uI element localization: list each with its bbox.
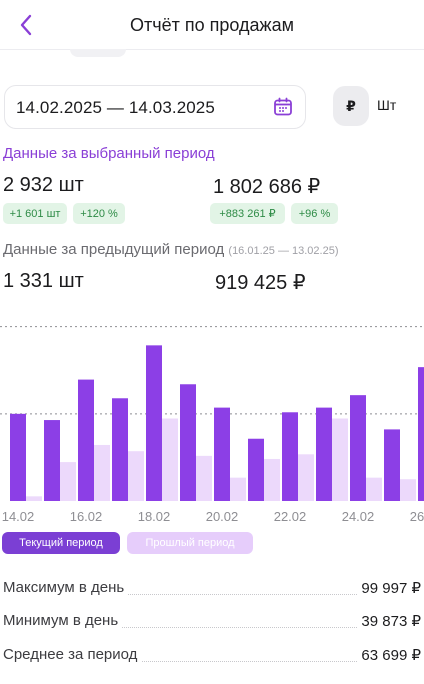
top-bar: Отчёт по продажам xyxy=(0,0,424,50)
chart-bar-current xyxy=(282,412,298,501)
chart-bar-current xyxy=(146,345,162,501)
chart-bar-current xyxy=(316,407,332,501)
chart-bar-previous xyxy=(332,418,348,501)
chart-bar-current xyxy=(214,407,230,501)
date-range-field[interactable]: 14.02.2025 — 14.03.2025 xyxy=(4,85,306,129)
chart-bar-current xyxy=(384,429,400,501)
stat-value: 99 997 ₽ xyxy=(357,579,421,597)
date-range-value: 14.02.2025 — 14.03.2025 xyxy=(16,98,215,117)
chart-bar-previous xyxy=(230,477,246,501)
chart-tick-label: 24.02 xyxy=(342,509,375,524)
chart-bar-previous xyxy=(128,451,144,501)
stat-label: Максимум в день xyxy=(3,579,129,596)
chart-bar-previous xyxy=(162,418,178,501)
chart-bar-previous xyxy=(366,477,382,501)
chart-bar-previous xyxy=(60,462,76,501)
legend-previous-period[interactable]: Прошлый период xyxy=(127,532,253,554)
pcs-toggle-button[interactable]: Шт xyxy=(377,97,397,113)
amount-delta-pct-badge: +96 % xyxy=(291,203,338,224)
chart-bar-previous xyxy=(298,454,314,501)
chart-bar-current xyxy=(418,367,424,501)
chart-bar-previous xyxy=(26,496,42,501)
page-title: Отчёт по продажам xyxy=(130,15,294,35)
previous-period-range: (16.01.25 — 13.02.25) xyxy=(228,245,339,257)
stat-dotted-line xyxy=(3,627,421,628)
chart-tick-label: 16.02 xyxy=(70,509,103,524)
chart-bar-current xyxy=(10,413,26,501)
previous-period-label: Данные за предыдущий период xyxy=(3,241,225,258)
chart-bar-current xyxy=(44,420,60,501)
chart-tick-label: 20.02 xyxy=(206,509,239,524)
sales-bar-chart: 14.02 16.02 18.02 20.02 22.02 24.02 26.02 xyxy=(0,326,424,524)
stat-row-max: Максимум в день 99 997 ₽ xyxy=(3,579,421,603)
chart-bar-previous xyxy=(264,458,280,501)
stat-dotted-line xyxy=(3,661,421,662)
previous-period-title: Данные за предыдущий период (16.01.25 — … xyxy=(3,241,338,258)
back-button[interactable] xyxy=(10,8,42,42)
calendar-icon[interactable] xyxy=(273,97,293,117)
amount-delta-badge: +883 261 ₽ xyxy=(210,203,285,224)
rub-toggle-button[interactable]: ₽ xyxy=(333,86,369,126)
stat-row-average: Среднее за период 63 699 ₽ xyxy=(3,646,421,670)
chart-bar-previous xyxy=(196,455,212,501)
current-period-title: Данные за выбранный период xyxy=(3,145,215,162)
chart-bar-previous xyxy=(400,479,416,501)
current-amount: 1 802 686 ₽ xyxy=(213,176,321,198)
stat-value: 39 873 ₽ xyxy=(357,612,421,630)
unit-switch: ₽ Шт xyxy=(333,86,423,126)
qty-delta-pct-badge: +120 % xyxy=(73,203,125,224)
previous-qty: 1 331 шт xyxy=(3,270,84,292)
chart-bar-current xyxy=(78,379,94,501)
previous-amount: 919 425 ₽ xyxy=(215,272,306,294)
chart-bar-previous xyxy=(94,444,110,501)
chevron-left-icon xyxy=(20,14,32,36)
current-qty: 2 932 шт xyxy=(3,174,84,196)
stat-dotted-line xyxy=(3,594,421,595)
stat-row-min: Минимум в день 39 873 ₽ xyxy=(3,612,421,636)
chart-bar-current xyxy=(112,398,128,501)
stat-value: 63 699 ₽ xyxy=(357,646,421,664)
stat-label: Среднее за период xyxy=(3,646,142,663)
chart-tick-label: 18.02 xyxy=(138,509,171,524)
chart-bar-current xyxy=(248,438,264,501)
chart-bar-current xyxy=(180,384,196,501)
qty-delta-badge: +1 601 шт xyxy=(3,203,67,224)
stat-label: Минимум в день xyxy=(3,612,123,629)
chart-tick-label: 26.02 xyxy=(410,509,424,524)
chart-tick-label: 22.02 xyxy=(274,509,307,524)
legend-current-period[interactable]: Текущий период xyxy=(2,532,120,554)
chart-tick-label: 14.02 xyxy=(2,509,35,524)
scrolled-chip xyxy=(70,49,126,57)
chart-bar-current xyxy=(350,395,366,501)
